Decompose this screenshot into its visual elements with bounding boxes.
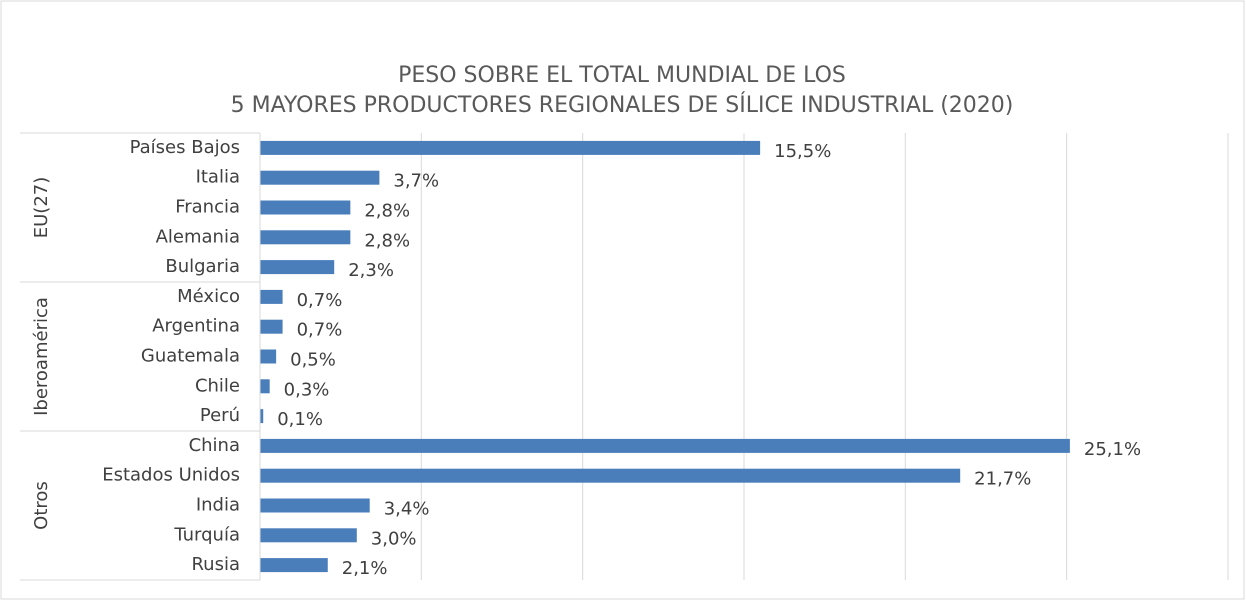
y-tick-label: Países Bajos [130, 137, 240, 158]
value-label: 0,7% [297, 320, 343, 341]
value-label: 2,1% [342, 558, 388, 579]
y-tick-label: Estados Unidos [102, 465, 240, 486]
bar [260, 409, 264, 424]
value-label: 0,3% [284, 379, 330, 400]
group-label: Iberoamérica [31, 297, 52, 416]
bar [260, 230, 351, 245]
value-label: 25,1% [1084, 439, 1141, 460]
bar [260, 289, 283, 304]
y-tick-label: China [189, 435, 240, 456]
value-label: 2,8% [364, 201, 410, 222]
y-tick-label: India [196, 495, 240, 516]
y-tick-label: Bulgaria [165, 256, 240, 277]
y-tick-label: Turquía [173, 524, 240, 545]
y-tick-label: Chile [195, 375, 240, 396]
bar [260, 468, 961, 483]
bar [260, 200, 351, 215]
y-tick-label: Italia [196, 167, 240, 188]
chart-title: PESO SOBRE EL TOTAL MUNDIAL DE LOS [398, 63, 846, 88]
bar [260, 379, 270, 394]
value-label: 2,3% [348, 260, 394, 281]
value-label: 15,5% [774, 141, 831, 162]
y-tick-label: Alemania [156, 226, 240, 247]
value-label: 3,4% [384, 499, 430, 520]
value-label: 0,5% [290, 350, 336, 371]
bar [260, 498, 370, 513]
bar [260, 438, 1070, 453]
value-label: 3,0% [371, 528, 417, 549]
value-label: 0,1% [277, 409, 323, 430]
bar [260, 558, 328, 573]
value-label: 0,7% [297, 290, 343, 311]
value-label: 2,8% [364, 230, 410, 251]
value-label: 3,7% [393, 171, 439, 192]
y-tick-label: Argentina [152, 316, 240, 337]
bar [260, 170, 380, 185]
y-tick-label: Perú [200, 405, 240, 426]
bar [260, 140, 761, 155]
bar [260, 260, 335, 275]
y-tick-label: Guatemala [141, 346, 240, 367]
chart-title: 5 MAYORES PRODUCTORES REGIONALES DE SÍLI… [231, 92, 1014, 118]
bar [260, 349, 277, 364]
value-label: 21,7% [974, 469, 1031, 490]
group-label: Otros [31, 481, 52, 530]
group-label: EU(27) [31, 177, 52, 239]
bar [260, 528, 357, 543]
bar [260, 319, 283, 334]
y-tick-label: Francia [175, 197, 240, 218]
y-tick-label: México [177, 286, 240, 307]
y-tick-label: Rusia [191, 554, 240, 575]
